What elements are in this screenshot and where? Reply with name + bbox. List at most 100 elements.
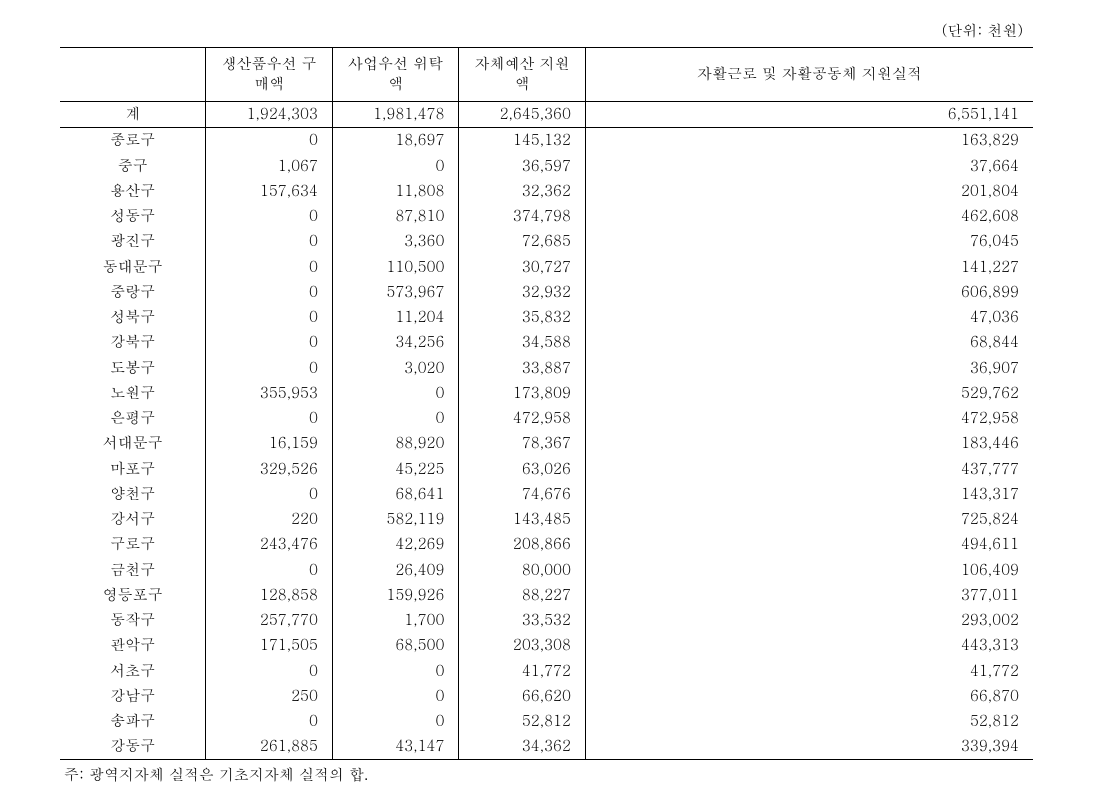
- row-label: 성북구: [60, 305, 206, 330]
- cell-value: 34,256: [332, 330, 458, 355]
- cell-value: 0: [332, 406, 458, 431]
- table-row: 서초구0041,77241,772: [60, 658, 1033, 683]
- cell-value: 78,367: [459, 431, 585, 456]
- cell-value: 355,953: [206, 380, 332, 405]
- row-label: 동대문구: [60, 254, 206, 279]
- table-row: 중구1,067036,59737,664: [60, 153, 1033, 178]
- cell-value: 76,045: [585, 229, 1033, 254]
- cell-value: 6,551,141: [585, 101, 1033, 127]
- table-row: 서대문구16,15988,92078,367183,446: [60, 431, 1033, 456]
- cell-value: 0: [206, 330, 332, 355]
- cell-value: 66,620: [459, 683, 585, 708]
- cell-value: 145,132: [459, 127, 585, 153]
- table-row: 은평구00472,958472,958: [60, 406, 1033, 431]
- cell-value: 26,409: [332, 557, 458, 582]
- row-label: 성동구: [60, 204, 206, 229]
- cell-value: 88,920: [332, 431, 458, 456]
- cell-value: 141,227: [585, 254, 1033, 279]
- cell-value: 74,676: [459, 481, 585, 506]
- cell-value: 494,611: [585, 532, 1033, 557]
- row-label: 계: [60, 101, 206, 127]
- row-label: 중랑구: [60, 279, 206, 304]
- row-label: 도봉구: [60, 355, 206, 380]
- cell-value: 80,000: [459, 557, 585, 582]
- col-header-total: 자활근로 및 자활공동체 지원실적: [585, 48, 1033, 102]
- col-header-contract: 사업우선 위탁액: [332, 48, 458, 102]
- table-row: 용산구157,63411,80832,362201,804: [60, 178, 1033, 203]
- cell-value: 52,812: [585, 709, 1033, 734]
- row-label: 중구: [60, 153, 206, 178]
- cell-value: 36,907: [585, 355, 1033, 380]
- cell-value: 0: [332, 380, 458, 405]
- cell-value: 3,020: [332, 355, 458, 380]
- cell-value: 606,899: [585, 279, 1033, 304]
- cell-value: 203,308: [459, 633, 585, 658]
- table-row: 광진구03,36072,68576,045: [60, 229, 1033, 254]
- cell-value: 42,269: [332, 532, 458, 557]
- cell-value: 573,967: [332, 279, 458, 304]
- cell-value: 472,958: [585, 406, 1033, 431]
- cell-value: 88,227: [459, 582, 585, 607]
- cell-value: 163,829: [585, 127, 1033, 153]
- cell-value: 3,360: [332, 229, 458, 254]
- row-label: 금천구: [60, 557, 206, 582]
- cell-value: 0: [206, 557, 332, 582]
- cell-value: 0: [206, 229, 332, 254]
- cell-value: 66,870: [585, 683, 1033, 708]
- cell-value: 1,981,478: [332, 101, 458, 127]
- row-label: 관악구: [60, 633, 206, 658]
- row-label: 강동구: [60, 734, 206, 760]
- cell-value: 171,505: [206, 633, 332, 658]
- row-label: 용산구: [60, 178, 206, 203]
- cell-value: 106,409: [585, 557, 1033, 582]
- cell-value: 201,804: [585, 178, 1033, 203]
- cell-value: 34,588: [459, 330, 585, 355]
- table-row: 송파구0052,81252,812: [60, 709, 1033, 734]
- cell-value: 143,485: [459, 507, 585, 532]
- cell-value: 0: [332, 683, 458, 708]
- cell-value: 34,362: [459, 734, 585, 760]
- cell-value: 173,809: [459, 380, 585, 405]
- cell-value: 1,700: [332, 608, 458, 633]
- cell-value: 37,664: [585, 153, 1033, 178]
- table-row: 계1,924,3031,981,4782,645,3606,551,141: [60, 101, 1033, 127]
- table-row: 양천구068,64174,676143,317: [60, 481, 1033, 506]
- cell-value: 0: [206, 709, 332, 734]
- cell-value: 0: [332, 709, 458, 734]
- table-row: 마포구329,52645,22563,026437,777: [60, 456, 1033, 481]
- row-label: 강남구: [60, 683, 206, 708]
- table-row: 동대문구0110,50030,727141,227: [60, 254, 1033, 279]
- row-label: 은평구: [60, 406, 206, 431]
- cell-value: 0: [206, 254, 332, 279]
- cell-value: 33,532: [459, 608, 585, 633]
- cell-value: 30,727: [459, 254, 585, 279]
- cell-value: 1,067: [206, 153, 332, 178]
- cell-value: 143,317: [585, 481, 1033, 506]
- col-header-purchase: 생산품우선 구매액: [206, 48, 332, 102]
- cell-value: 1,924,303: [206, 101, 332, 127]
- cell-value: 11,204: [332, 305, 458, 330]
- row-label: 구로구: [60, 532, 206, 557]
- cell-value: 261,885: [206, 734, 332, 760]
- table-row: 성동구087,810374,798462,608: [60, 204, 1033, 229]
- cell-value: 128,858: [206, 582, 332, 607]
- row-label: 노원구: [60, 380, 206, 405]
- cell-value: 52,812: [459, 709, 585, 734]
- cell-value: 0: [206, 204, 332, 229]
- table-row: 강서구220582,119143,485725,824: [60, 507, 1033, 532]
- cell-value: 32,932: [459, 279, 585, 304]
- cell-value: 35,832: [459, 305, 585, 330]
- table-row: 금천구026,40980,000106,409: [60, 557, 1033, 582]
- row-label: 양천구: [60, 481, 206, 506]
- cell-value: 250: [206, 683, 332, 708]
- table-row: 동작구257,7701,70033,532293,002: [60, 608, 1033, 633]
- cell-value: 16,159: [206, 431, 332, 456]
- row-label: 강서구: [60, 507, 206, 532]
- cell-value: 36,597: [459, 153, 585, 178]
- cell-value: 725,824: [585, 507, 1033, 532]
- data-table: 생산품우선 구매액 사업우선 위탁액 자체예산 지원액 자활근로 및 자활공동체…: [60, 47, 1033, 760]
- cell-value: 32,362: [459, 178, 585, 203]
- row-label: 서대문구: [60, 431, 206, 456]
- table-row: 강동구261,88543,14734,362339,394: [60, 734, 1033, 760]
- cell-value: 41,772: [459, 658, 585, 683]
